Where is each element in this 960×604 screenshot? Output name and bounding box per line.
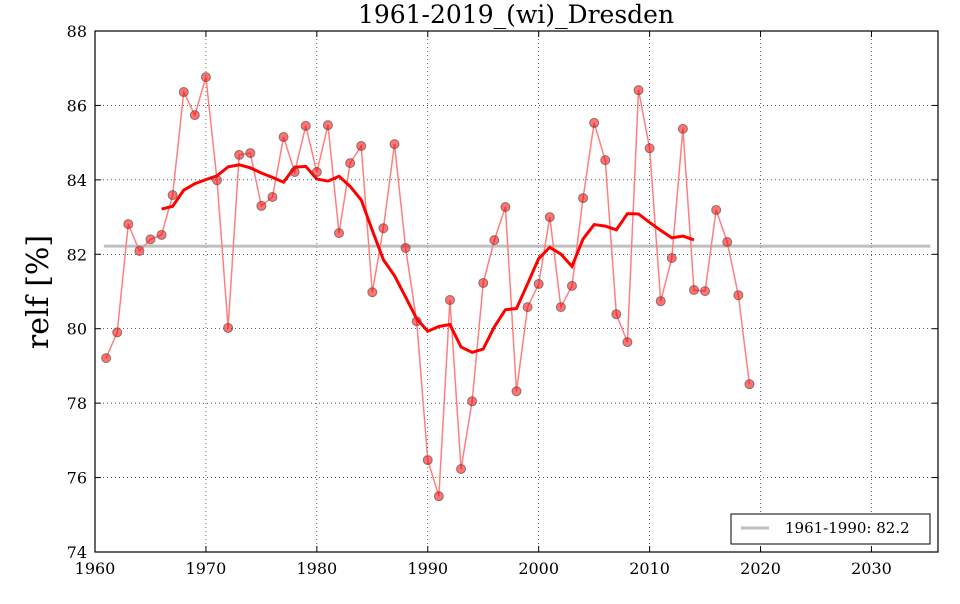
ticks: 1960 1970 1980 1990 2000 2010 2020 2030 74 76 78 80… [67, 22, 938, 578]
x-tick-label: 2010 [629, 559, 670, 578]
data-point [456, 464, 467, 475]
data-point [200, 72, 211, 83]
data-point [234, 149, 245, 160]
data-point [633, 85, 644, 96]
y-tick-label: 80 [67, 320, 87, 339]
annual-line [105, 76, 751, 497]
data-point [311, 167, 322, 178]
data-point [167, 190, 178, 201]
data-point [655, 296, 666, 307]
data-point [367, 287, 378, 298]
moving-average-line [161, 163, 695, 355]
data-point [112, 327, 123, 338]
legend: 1961-1990: 82.2 [730, 513, 931, 545]
data-point [178, 87, 189, 98]
data-point [444, 295, 455, 306]
y-tick-label: 76 [67, 469, 87, 488]
data-point [622, 337, 633, 348]
data-point [123, 219, 134, 230]
data-point [744, 379, 755, 390]
data-point [467, 396, 478, 407]
data-point [134, 245, 145, 256]
x-tick-label: 1990 [407, 559, 448, 578]
y-tick-label: 74 [67, 543, 87, 562]
data-point [256, 200, 267, 211]
data-point [677, 123, 688, 134]
data-point [733, 290, 744, 301]
chart-title: 1961-2019_(wi)_Dresden [358, 0, 674, 29]
y-tick-label: 78 [67, 394, 87, 413]
data-point [500, 202, 511, 213]
data-point [212, 175, 223, 186]
data-point [300, 120, 311, 131]
data-point [378, 223, 389, 234]
y-tick-label: 88 [67, 22, 87, 41]
y-tick-label: 86 [67, 96, 87, 115]
marks [101, 72, 931, 502]
data-point [400, 242, 411, 253]
data-point [322, 120, 333, 131]
x-tick-label: 1970 [186, 559, 227, 578]
x-tick-label: 2030 [851, 559, 892, 578]
data-point [411, 316, 422, 327]
data-point [223, 322, 234, 333]
data-point [156, 229, 167, 240]
plot-frame [94, 30, 939, 553]
data-point [189, 110, 200, 121]
data-point [511, 386, 522, 397]
data-point [533, 279, 544, 290]
data-point [145, 234, 156, 245]
data-point [611, 309, 622, 320]
y-tick-label: 84 [67, 171, 87, 190]
data-point [566, 280, 577, 291]
data-point [289, 167, 300, 178]
data-point [433, 491, 444, 502]
data-point [600, 155, 611, 166]
y-axis-label: relf [%] [21, 235, 56, 349]
data-point [711, 205, 722, 216]
data-point [644, 143, 655, 154]
data-point [422, 455, 433, 466]
data-point [478, 277, 489, 288]
legend-label-baseline: 1961-1990: 82.2 [785, 519, 910, 537]
y-tick-label: 82 [67, 245, 87, 264]
data-point [278, 132, 289, 143]
x-tick-label: 2000 [518, 559, 559, 578]
data-point [555, 302, 566, 313]
grid [95, 31, 938, 552]
data-point [356, 140, 367, 151]
data-point [700, 286, 711, 297]
data-point [688, 285, 699, 296]
data-point [589, 117, 600, 128]
data-point [345, 158, 356, 169]
data-point [666, 253, 677, 264]
data-point [578, 193, 589, 204]
data-point [245, 148, 256, 159]
x-tick-label: 1980 [296, 559, 337, 578]
data-point [267, 191, 278, 202]
data-point [722, 237, 733, 248]
data-point [522, 302, 533, 313]
x-tick-label: 1960 [75, 559, 116, 578]
data-point [101, 353, 112, 364]
data-point [389, 139, 400, 150]
data-point [544, 212, 555, 223]
x-tick-label: 2020 [740, 559, 781, 578]
data-point [489, 235, 500, 246]
data-point [334, 228, 345, 239]
